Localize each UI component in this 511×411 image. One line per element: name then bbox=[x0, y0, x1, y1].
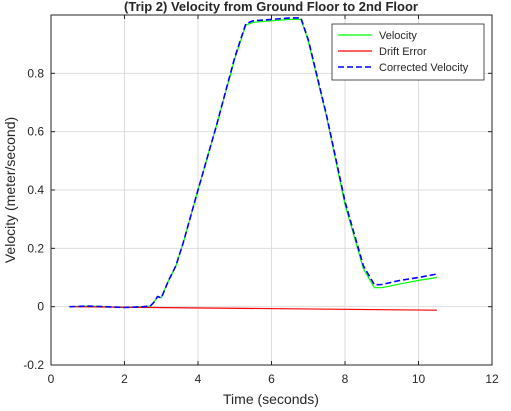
legend: Velocity Drift Error Corrected Velocity bbox=[331, 23, 485, 81]
ticks: 0 2 4 6 8 10 12 -0.2 0 0.2 0.4 0.6 0.8 bbox=[23, 15, 499, 386]
y-tick-label: 0.4 bbox=[27, 183, 44, 197]
x-tick-label: 6 bbox=[268, 372, 275, 386]
legend-label: Corrected Velocity bbox=[379, 62, 469, 74]
series-line-drift-error bbox=[69, 306, 437, 311]
x-tick-label: 2 bbox=[121, 372, 128, 386]
y-tick-label: 0.6 bbox=[27, 125, 44, 139]
legend-label: Drift Error bbox=[379, 46, 427, 58]
series-lines bbox=[69, 17, 438, 311]
legend-box bbox=[331, 23, 485, 81]
x-tick-label: 0 bbox=[48, 372, 55, 386]
x-tick-label: 10 bbox=[412, 372, 426, 386]
x-tick-label: 12 bbox=[485, 372, 499, 386]
y-axis-label: Velocity (meter/second) bbox=[2, 117, 18, 263]
x-tick-label: 8 bbox=[342, 372, 349, 386]
x-axis-label: Time (seconds) bbox=[223, 391, 319, 407]
y-tick-label: 0.8 bbox=[27, 66, 44, 80]
y-tick-label: -0.2 bbox=[23, 358, 44, 372]
legend-label: Velocity bbox=[379, 30, 417, 42]
chart-title: (Trip 2) Velocity from Ground Floor to 2… bbox=[124, 0, 418, 14]
y-tick-label: 0 bbox=[37, 300, 44, 314]
x-tick-label: 4 bbox=[195, 372, 202, 386]
y-tick-label: 0.2 bbox=[27, 241, 44, 255]
series-line-velocity bbox=[69, 18, 437, 309]
